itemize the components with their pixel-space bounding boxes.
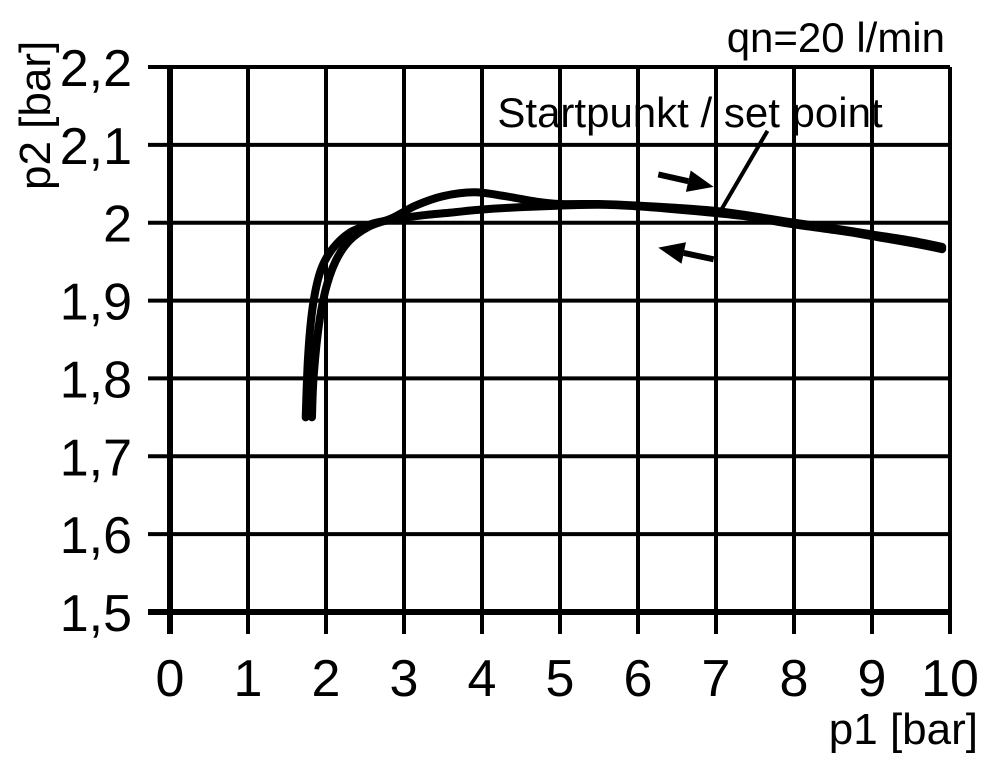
direction-left-arrow-shaft [683,250,715,263]
x-tick-label: 2 [312,650,341,708]
chart-title: qn=20 l/min [727,14,945,61]
direction-right-arrow-shaft [657,171,689,185]
x-tick-label: 6 [624,650,653,708]
y-tick-label: 1,7 [60,429,132,487]
y-tick-label: 1,5 [60,585,132,643]
series-hysteresis-branch-setpoint [301,200,947,422]
direction-right-arrow-icon [685,170,714,192]
grid [148,65,952,634]
x-tick-label: 1 [234,650,263,708]
curves [301,188,947,422]
x-tick-label: 0 [156,650,185,708]
x-tick-label: 3 [390,650,419,708]
direction-left-arrow-icon [658,242,686,264]
x-tick-label: 9 [858,650,887,708]
set-point-label: Startpunkt / set point [497,89,883,136]
set-point-pointer-line [717,129,770,215]
x-tick-label: 8 [780,650,809,708]
y-tick-label: 1,8 [60,351,132,409]
y-axis-label: p2 [bar] [11,41,60,190]
y-tick-label: 2,2 [60,40,132,98]
tick-labels: 0 1 2 3 4 5 6 7 8 9 101,51,61,71,81,922,12,2 [60,40,979,708]
annotations [657,129,770,264]
series-hysteresis-branch-peak [307,188,947,422]
y-tick-label: 2,1 [60,118,132,176]
x-tick-label: 5 [546,650,575,708]
x-tick-label: 7 [702,650,731,708]
axes [148,65,950,634]
x-axis-label: p1 [bar] [829,705,978,754]
y-tick-label: 1,9 [60,274,132,332]
x-tick-label: 10 [921,650,979,708]
y-tick-label: 1,6 [60,507,132,565]
x-tick-label: 4 [468,650,497,708]
y-tick-label: 2 [103,196,132,254]
